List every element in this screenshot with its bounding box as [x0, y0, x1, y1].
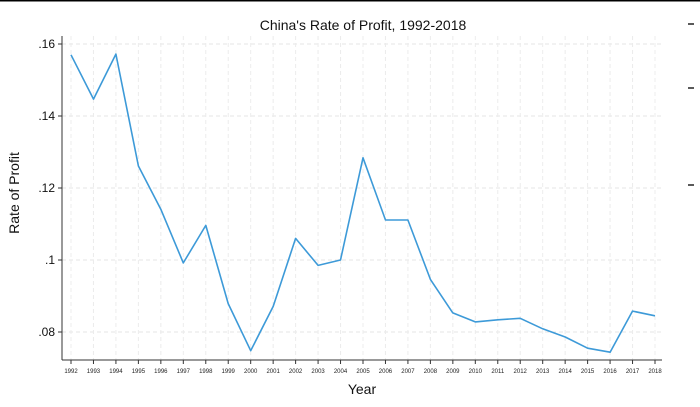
x-tick-label: 2010 — [469, 369, 483, 375]
x-tick-label: 2000 — [244, 369, 258, 375]
x-tick-label: 1997 — [177, 369, 191, 375]
x-tick-label: 2015 — [581, 369, 595, 375]
x-tick-label: 1994 — [109, 369, 123, 375]
x-tick-label: 1993 — [87, 369, 101, 375]
x-tick-label: 1995 — [132, 369, 146, 375]
x-axis-title: Year — [348, 381, 377, 397]
edge-marks — [688, 23, 694, 186]
x-tick-label: 1998 — [199, 369, 213, 375]
y-tick-label: .08 — [38, 325, 55, 339]
y-axis-title: Rate of Profit — [6, 152, 22, 234]
y-axis-ticks: .08 .1 .12 .14 .16 — [38, 37, 62, 339]
x-tick-label: 2007 — [401, 369, 415, 375]
x-tick-label: 2005 — [356, 369, 370, 375]
x-tick-label: 2002 — [289, 369, 303, 375]
x-tick-label: 1999 — [222, 369, 236, 375]
axes — [61, 36, 662, 361]
x-tick-label: 1992 — [64, 369, 78, 375]
y-tick-label: .16 — [38, 37, 55, 51]
x-axis-ticks: 1992 1993 1994 1995 1996 1997 1998 1999 2000 2001… — [64, 360, 662, 375]
y-tick-label: .12 — [38, 181, 55, 195]
x-tick-label: 2014 — [558, 369, 572, 375]
x-tick-label: 2017 — [626, 369, 640, 375]
x-tick-label: 2011 — [491, 369, 505, 375]
x-tick-label: 1996 — [154, 369, 168, 375]
x-tick-label: 2006 — [379, 369, 393, 375]
chart-title: China's Rate of Profit, 1992-2018 — [260, 17, 467, 33]
x-tick-label: 2013 — [536, 369, 550, 375]
y-tick-label: .14 — [38, 109, 55, 123]
x-tick-label: 2018 — [648, 369, 662, 375]
x-tick-label: 2004 — [334, 369, 348, 375]
y-tick-label: .1 — [45, 253, 55, 267]
x-tick-label: 2003 — [311, 369, 325, 375]
series — [70, 53, 656, 354]
x-tick-label: 2016 — [603, 369, 617, 375]
x-tick-label: 2009 — [446, 369, 460, 375]
x-tick-label: 2001 — [266, 369, 280, 375]
x-tick-label: 2008 — [424, 369, 438, 375]
grid — [62, 36, 662, 360]
x-tick-label: 2012 — [514, 369, 528, 375]
series-line — [70, 53, 656, 354]
